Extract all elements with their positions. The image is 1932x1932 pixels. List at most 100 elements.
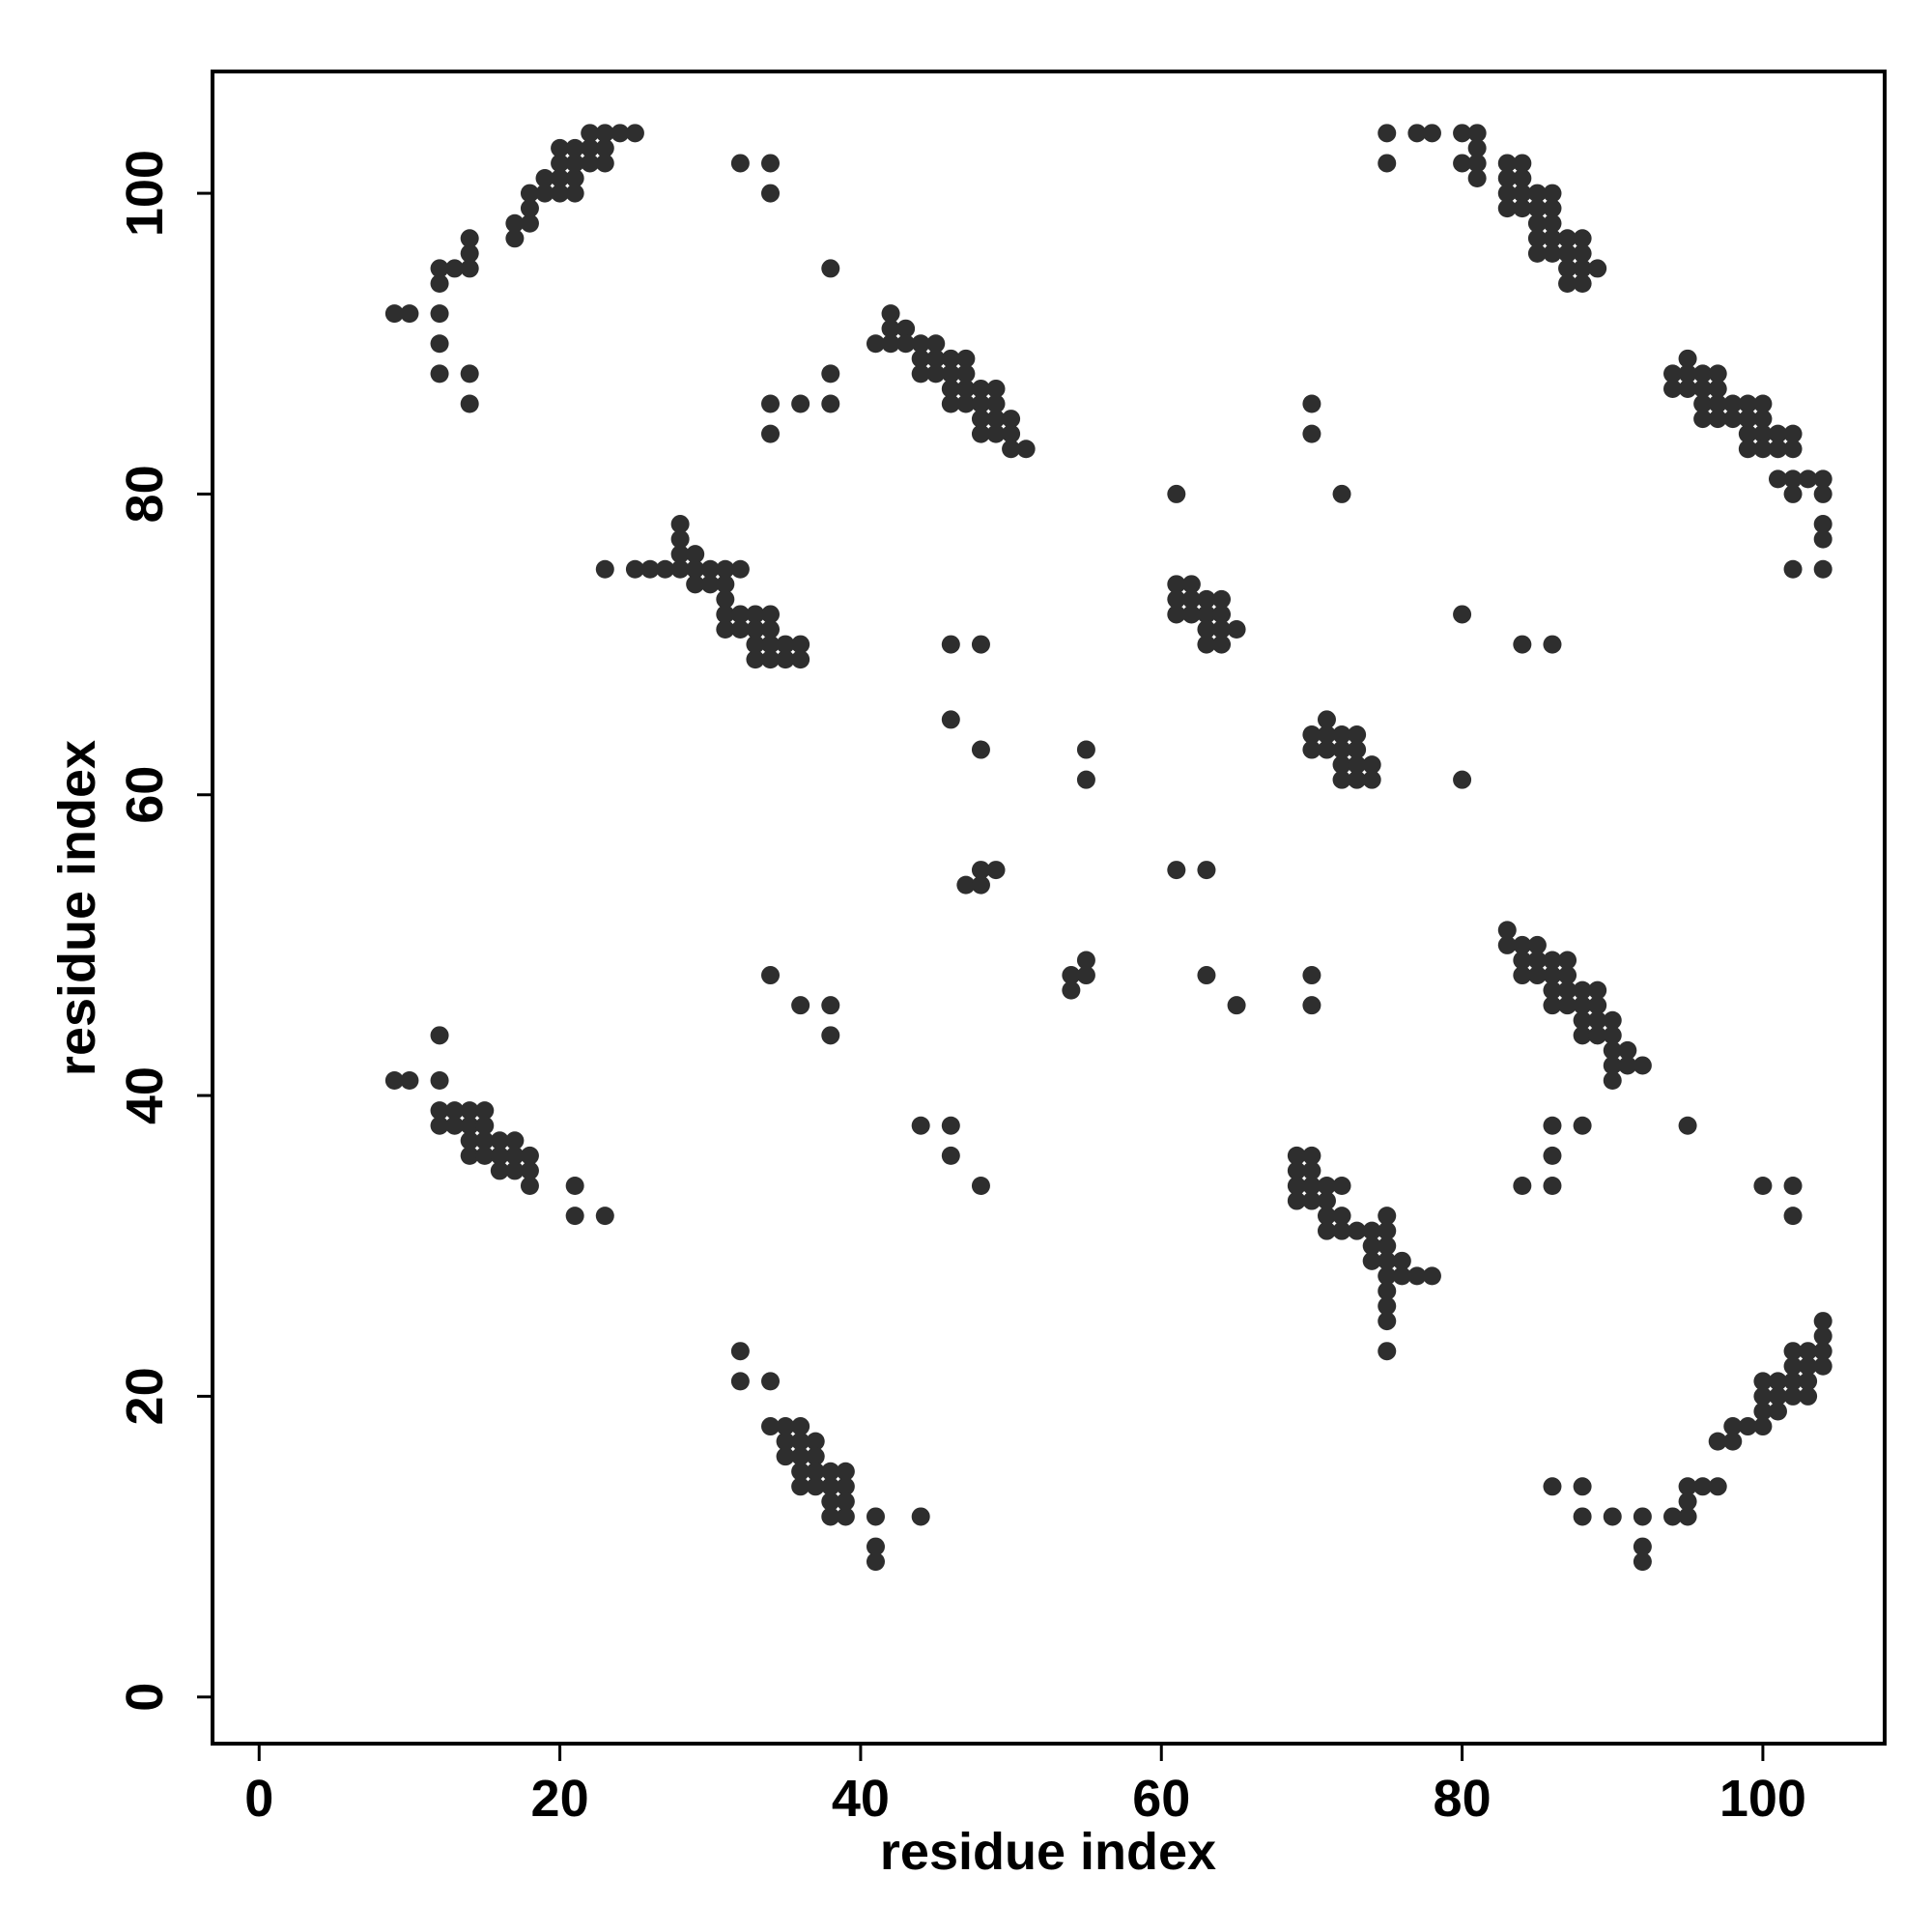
point xyxy=(1543,996,1562,1015)
point xyxy=(1212,589,1232,609)
point xyxy=(1378,1236,1397,1256)
point xyxy=(1573,996,1592,1015)
point xyxy=(791,635,810,654)
point xyxy=(1738,1417,1757,1436)
point xyxy=(1783,1386,1803,1406)
point xyxy=(400,1071,419,1091)
point xyxy=(551,184,570,203)
point xyxy=(611,124,630,143)
point xyxy=(1167,589,1186,609)
point xyxy=(1558,259,1577,278)
point xyxy=(1738,424,1757,443)
point xyxy=(1317,1207,1336,1226)
point xyxy=(1783,1372,1803,1391)
point xyxy=(1062,966,1081,985)
point xyxy=(1212,605,1232,624)
point xyxy=(1348,740,1367,759)
point xyxy=(1603,1040,1622,1060)
point xyxy=(761,154,781,173)
point xyxy=(581,124,600,143)
point xyxy=(1678,1492,1697,1511)
point xyxy=(475,1146,495,1165)
point xyxy=(1422,124,1441,143)
point xyxy=(1753,1176,1773,1195)
point xyxy=(956,349,976,368)
point xyxy=(1362,1251,1381,1270)
point xyxy=(1723,394,1743,413)
point xyxy=(791,1447,810,1466)
point xyxy=(1302,724,1321,744)
point xyxy=(535,169,554,188)
point xyxy=(1543,184,1562,203)
point xyxy=(791,1417,810,1436)
point xyxy=(1573,243,1592,263)
point xyxy=(1513,966,1532,985)
point xyxy=(700,559,720,579)
point xyxy=(1348,770,1367,789)
point xyxy=(1076,740,1095,759)
point xyxy=(730,1342,750,1361)
point xyxy=(971,875,990,895)
point xyxy=(1348,755,1367,775)
point xyxy=(1633,1507,1652,1526)
point xyxy=(670,545,690,564)
point xyxy=(625,124,644,143)
point xyxy=(475,1131,495,1151)
point xyxy=(1813,1342,1833,1361)
point xyxy=(430,1071,449,1091)
point xyxy=(791,996,810,1015)
point xyxy=(806,1447,825,1466)
point xyxy=(1513,184,1532,203)
point xyxy=(1527,213,1547,233)
point xyxy=(1573,1026,1592,1045)
point xyxy=(1302,1146,1321,1165)
point xyxy=(1543,243,1562,263)
point xyxy=(700,575,720,594)
point xyxy=(1348,724,1367,744)
point xyxy=(836,1507,855,1526)
point xyxy=(956,394,976,413)
point xyxy=(475,1101,495,1121)
point xyxy=(595,138,614,157)
point xyxy=(490,1146,509,1165)
point xyxy=(956,875,976,895)
point xyxy=(761,635,781,654)
point xyxy=(791,394,810,413)
point xyxy=(1783,440,1803,459)
point xyxy=(986,424,1006,443)
point xyxy=(1543,635,1562,654)
point xyxy=(1302,966,1321,985)
point xyxy=(1799,1356,1818,1376)
point xyxy=(1513,635,1532,654)
point xyxy=(971,740,990,759)
point xyxy=(1332,1207,1351,1226)
point xyxy=(1212,635,1232,654)
point xyxy=(941,364,960,384)
point xyxy=(1497,154,1517,173)
point xyxy=(1573,273,1592,293)
point xyxy=(1573,1010,1592,1030)
point xyxy=(1558,980,1577,1000)
point xyxy=(791,1432,810,1451)
point xyxy=(1167,484,1186,503)
point xyxy=(460,259,479,278)
point xyxy=(1783,1176,1803,1195)
point xyxy=(1708,379,1727,398)
y-tick-label: 100 xyxy=(116,150,174,237)
point xyxy=(761,605,781,624)
point xyxy=(986,861,1006,880)
point xyxy=(1167,861,1186,880)
point xyxy=(1302,996,1321,1015)
point xyxy=(640,559,660,579)
point xyxy=(686,575,705,594)
point xyxy=(1799,1386,1818,1406)
point xyxy=(1588,996,1607,1015)
y-tick-label: 20 xyxy=(116,1367,174,1425)
point xyxy=(956,364,976,384)
point xyxy=(670,515,690,534)
point xyxy=(1768,424,1787,443)
point xyxy=(520,1146,539,1165)
point xyxy=(1497,199,1517,218)
point xyxy=(926,349,946,368)
